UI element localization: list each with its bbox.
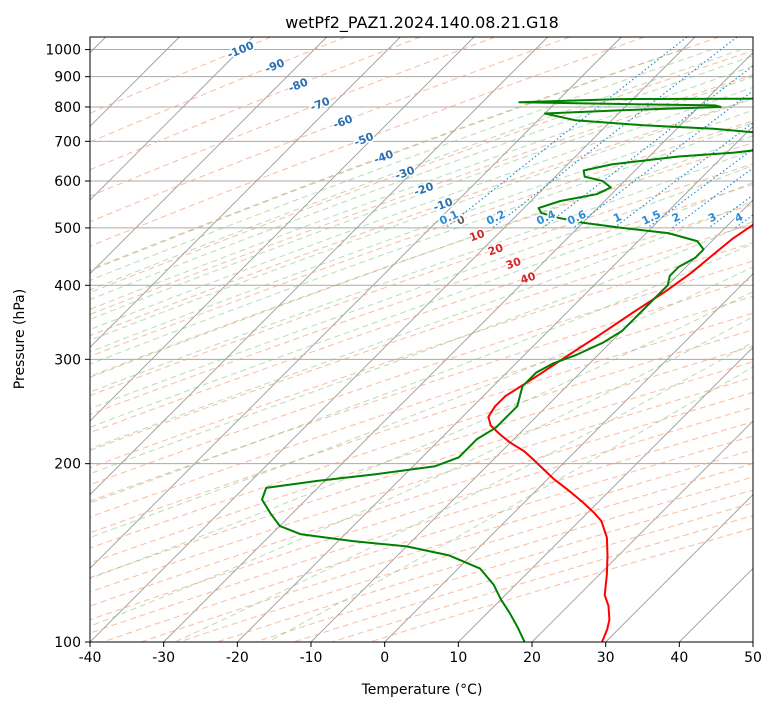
plot-frame xyxy=(90,37,753,642)
y-tick-label: 600 xyxy=(54,174,81,190)
moist-adiabat-line xyxy=(0,50,775,506)
svg-text:-50: -50 xyxy=(352,130,376,149)
mixing-ratio-line xyxy=(735,37,775,228)
dry-adiabat-label: -40-40 xyxy=(372,147,395,166)
svg-text:-80: -80 xyxy=(287,75,311,95)
dry-adiabat-line xyxy=(0,37,495,642)
x-tick-label: 20 xyxy=(523,650,541,666)
svg-text:4: 4 xyxy=(733,210,746,225)
y-tick-label: 200 xyxy=(54,457,81,473)
svg-text:40: 40 xyxy=(519,269,538,286)
y-axis-label: Pressure (hPa) xyxy=(12,289,28,389)
isotherm-line xyxy=(0,37,474,642)
x-tick-label: -30 xyxy=(152,650,175,666)
svg-text:2: 2 xyxy=(670,210,682,225)
isotherm-line xyxy=(90,37,695,642)
x-tick-label: 0 xyxy=(380,650,389,666)
temperature-profile-line xyxy=(488,50,775,642)
dry-adiabat-label: -30-30 xyxy=(393,163,416,182)
y-tick-label: 1000 xyxy=(45,43,81,59)
isotherm-line xyxy=(0,37,253,642)
moist-adiabat-line xyxy=(0,50,771,477)
y-tick-label: 800 xyxy=(54,100,81,116)
dry-adiabat-line xyxy=(0,37,271,642)
svg-text:30: 30 xyxy=(504,255,523,272)
svg-text:-60: -60 xyxy=(331,112,355,131)
y-tick-label: 100 xyxy=(54,635,81,651)
x-tick-label: -10 xyxy=(300,650,323,666)
svg-text:10: 10 xyxy=(468,227,487,244)
dry-adiabat-label: -80-80 xyxy=(287,75,311,95)
svg-text:-40: -40 xyxy=(372,147,395,166)
svg-text:-70: -70 xyxy=(308,94,332,113)
dry-adiabat-label: -70-70 xyxy=(308,94,332,113)
mixing-ratio-label: 1.51.5 xyxy=(640,208,663,228)
y-tick-label: 400 xyxy=(54,278,81,294)
dry-adiabat-label: -60-60 xyxy=(331,112,355,131)
dry-adiabat-line xyxy=(0,37,719,642)
dry-adiabat-line xyxy=(0,37,644,642)
svg-text:20: 20 xyxy=(486,241,505,258)
isotherm-line xyxy=(753,37,775,642)
y-tick-label: 500 xyxy=(54,221,81,237)
dry-adiabat-label: -90-90 xyxy=(263,56,287,76)
mixing-ratio-label: 0.60.6 xyxy=(565,208,588,228)
isotherm-line xyxy=(0,37,548,642)
y-tick-label: 900 xyxy=(54,70,81,86)
mixing-ratio-label: 0.40.4 xyxy=(534,208,557,228)
chart-title: wetPf2_PAZ1.2024.140.08.21.G18 xyxy=(285,13,559,33)
mixing-ratio-label: 44 xyxy=(733,210,746,225)
svg-text:-90: -90 xyxy=(263,56,287,76)
x-tick-label: -20 xyxy=(226,650,249,666)
svg-text:-100: -100 xyxy=(225,39,256,62)
mixing-ratio-line xyxy=(672,37,775,228)
dry-adiabat-line xyxy=(0,37,420,642)
mixing-ratio-label: 22 xyxy=(670,210,682,225)
x-tick-label: 10 xyxy=(449,650,467,666)
mixing-ratio-label: 11 xyxy=(611,210,623,225)
dry-adiabat-label: -20-20 xyxy=(412,180,435,199)
mixing-ratio-line xyxy=(493,37,738,228)
x-axis-label: Temperature (°C) xyxy=(361,682,483,698)
svg-text:1: 1 xyxy=(611,210,623,225)
y-tick-label: 700 xyxy=(54,134,81,150)
svg-text:0.4: 0.4 xyxy=(534,208,557,228)
svg-text:3: 3 xyxy=(706,210,718,225)
mixing-ratio-label: 33 xyxy=(706,210,718,225)
x-tick-label: 50 xyxy=(744,650,762,666)
isotherm-line xyxy=(385,37,775,642)
dry-adiabat-line xyxy=(0,37,570,642)
y-tick-label: 300 xyxy=(54,352,81,368)
isotherm-line xyxy=(16,37,621,642)
dry-adiabat-label: -50-50 xyxy=(352,130,376,149)
moist-adiabat-line xyxy=(0,50,775,606)
svg-text:1.5: 1.5 xyxy=(640,208,663,228)
x-tick-label: 40 xyxy=(670,650,688,666)
svg-text:-30: -30 xyxy=(393,163,416,182)
dry-adiabat-label: -100-100 xyxy=(225,39,256,62)
x-tick-label: -40 xyxy=(79,650,102,666)
isotherm-line xyxy=(458,37,775,642)
x-tick-label: 30 xyxy=(597,650,615,666)
svg-text:-20: -20 xyxy=(412,180,435,199)
svg-text:0.6: 0.6 xyxy=(565,208,588,228)
moist-adiabat-line xyxy=(175,50,775,642)
